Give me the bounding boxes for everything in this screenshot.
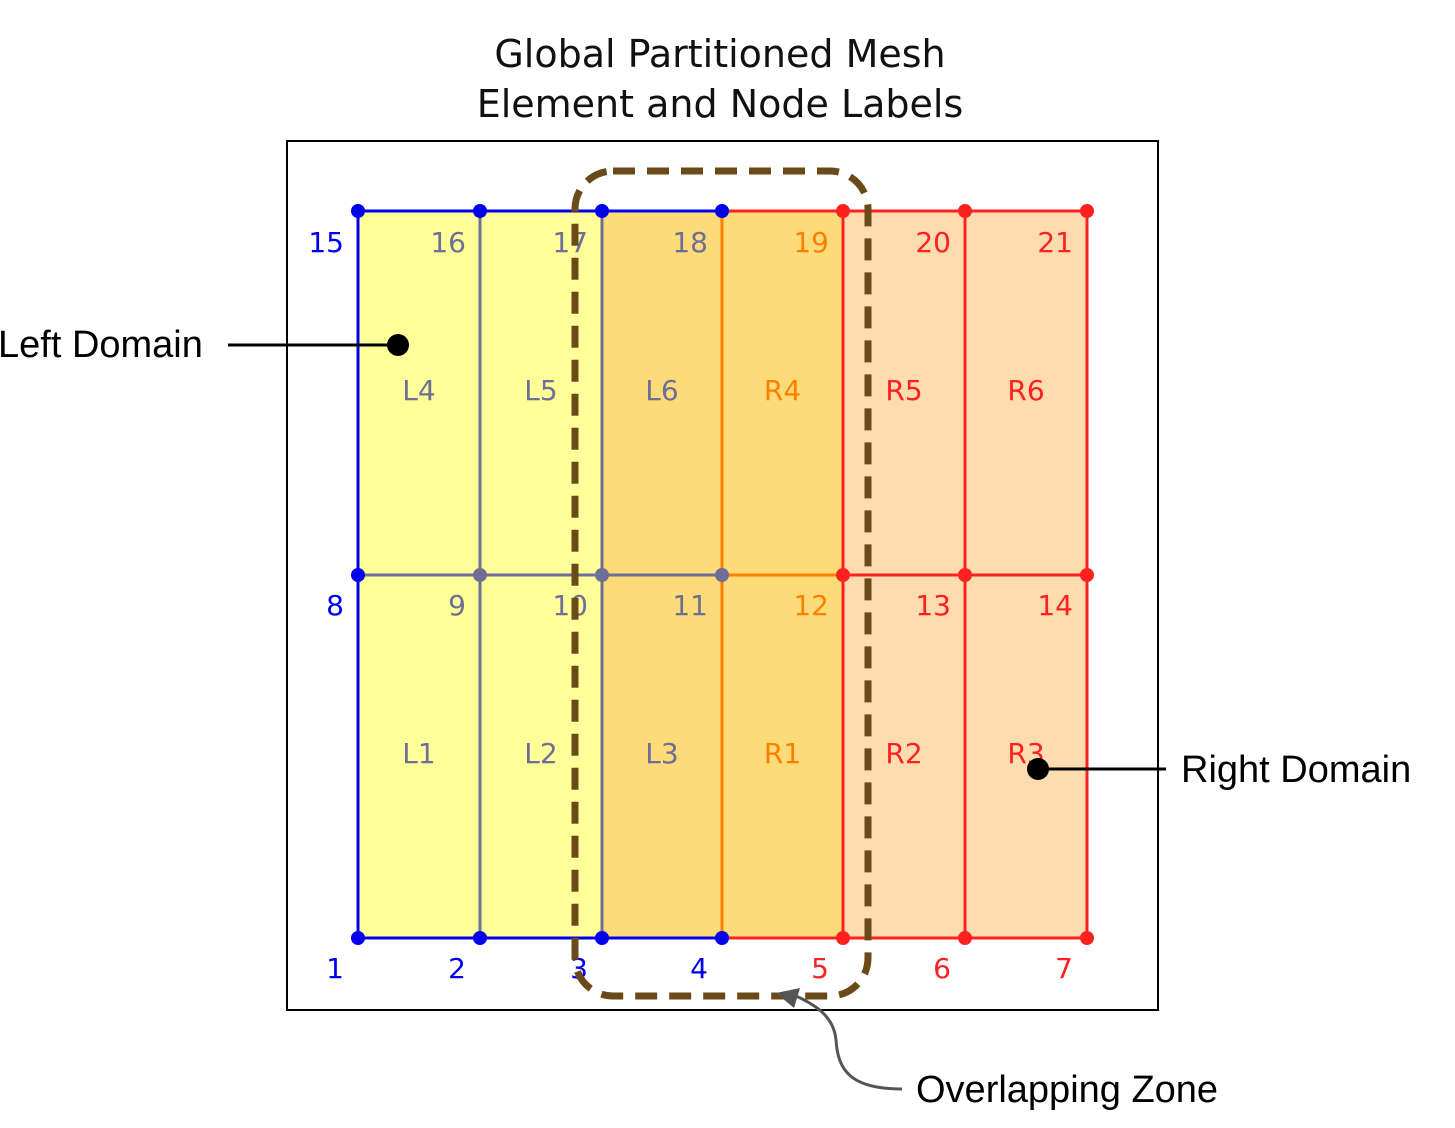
node-label: 10 (552, 589, 588, 622)
right-domain-label: Right Domain (1181, 749, 1411, 791)
left-domain-callout: Left Domain (0, 324, 409, 366)
mesh-node (473, 204, 487, 218)
node-label: 8 (326, 589, 344, 622)
mesh-node (958, 931, 972, 945)
overlap-zone-outline (571, 167, 872, 1000)
mesh-node (351, 568, 365, 582)
node-label: 14 (1037, 589, 1073, 622)
mesh-node (836, 204, 850, 218)
node-label: 19 (793, 226, 829, 259)
node-label: 20 (915, 226, 951, 259)
element-label: L3 (645, 737, 678, 770)
title-line-2: Element and Node Labels (477, 82, 964, 126)
mesh-node (351, 204, 365, 218)
mesh-node (958, 204, 972, 218)
element-label: R6 (1007, 374, 1044, 407)
node-label: 12 (793, 589, 829, 622)
mesh-node (1080, 568, 1094, 582)
left-domain-label: Left Domain (0, 324, 203, 366)
plot-frame (286, 140, 1159, 1011)
mesh-node (1080, 931, 1094, 945)
element-label: R4 (764, 374, 801, 407)
node-label: 17 (552, 226, 588, 259)
mesh-node (836, 931, 850, 945)
overlap-zone-callout: Overlapping Zone (776, 988, 1218, 1111)
element-label: R2 (885, 737, 922, 770)
overlap-zone-arrowhead (776, 988, 800, 1008)
mesh-node (595, 204, 609, 218)
mesh-node (715, 931, 729, 945)
node-label: 6 (933, 952, 951, 985)
mesh-node (1080, 204, 1094, 218)
node-label: 16 (430, 226, 466, 259)
node-label: 13 (915, 589, 951, 622)
mesh-node (836, 568, 850, 582)
node-label: 1 (326, 952, 344, 985)
element-label: L4 (402, 374, 435, 407)
mesh-node (715, 204, 729, 218)
overlap-zone-label: Overlapping Zone (916, 1069, 1218, 1111)
element-label: R1 (764, 737, 801, 770)
element-label: L5 (524, 374, 557, 407)
node-label: 15 (308, 226, 344, 259)
node-label: 2 (448, 952, 466, 985)
overlap-zone-leader (795, 994, 903, 1091)
node-label: 4 (690, 952, 708, 985)
element-label: L6 (645, 374, 678, 407)
mesh-node (715, 568, 729, 582)
right-domain-callout: Right Domain (1027, 749, 1411, 791)
title-line-1: Global Partitioned Mesh (494, 32, 945, 76)
node-label: 11 (672, 589, 708, 622)
left-domain-marker (387, 334, 409, 356)
mesh-node (595, 568, 609, 582)
node-label: 5 (811, 952, 829, 985)
element-label: L2 (524, 737, 557, 770)
mesh-node (473, 931, 487, 945)
element-label: R5 (885, 374, 922, 407)
mesh-node (473, 568, 487, 582)
element-label: L1 (402, 737, 435, 770)
mesh-node (351, 931, 365, 945)
node-label: 21 (1037, 226, 1073, 259)
node-label: 9 (448, 589, 466, 622)
mesh-node (595, 931, 609, 945)
node-label: 7 (1055, 952, 1073, 985)
node-label: 18 (672, 226, 708, 259)
mesh-node (958, 568, 972, 582)
mesh-nodes (351, 204, 1094, 945)
